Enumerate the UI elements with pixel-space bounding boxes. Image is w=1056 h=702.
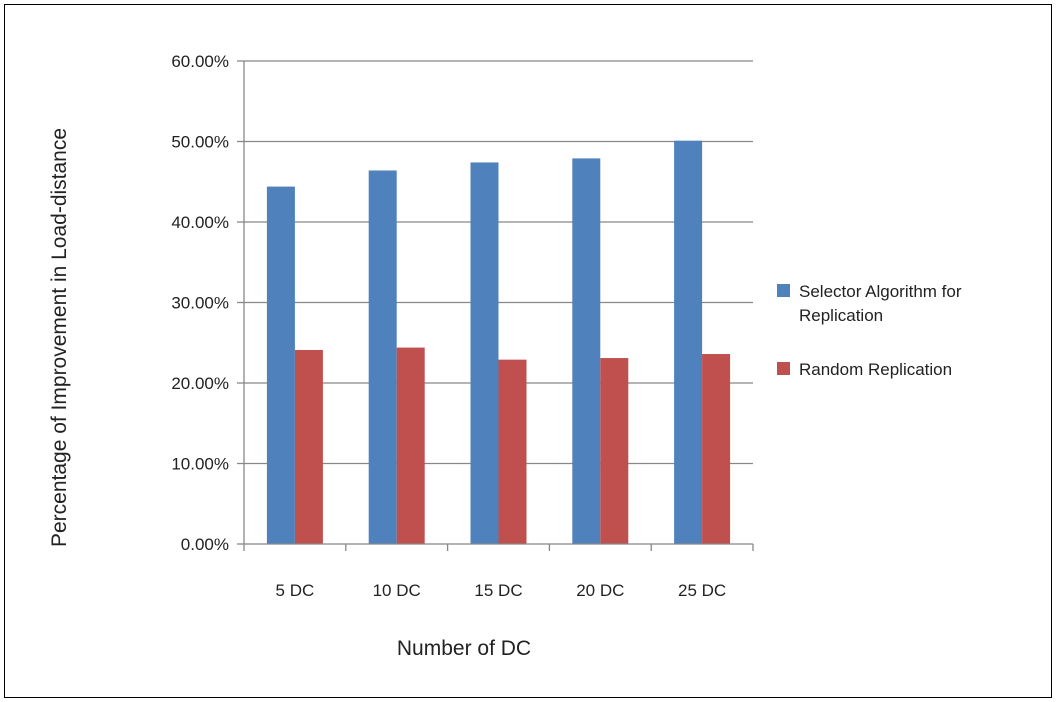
- y-tick-label: 40.00%: [171, 213, 229, 232]
- x-tick-label: 5 DC: [276, 581, 315, 600]
- bars: [266, 140, 731, 545]
- legend: Selector Algorithm for Replication Random …: [777, 282, 962, 379]
- x-tick-label: 20 DC: [576, 581, 624, 600]
- bar-random-1: [294, 349, 323, 544]
- y-tick-label: 60.00%: [171, 52, 229, 71]
- x-axis-title: Number of DC: [397, 637, 531, 660]
- bar-selector-4: [572, 158, 601, 544]
- bar-chart: 0.00% 10.00% 20.00% 30.00% 40.00% 50.00% 60.00…: [48, 52, 962, 660]
- bar-selector-3: [470, 162, 499, 544]
- y-tick-labels: 0.00% 10.00% 20.00% 30.00% 40.00% 50.00% 60.00…: [171, 52, 229, 554]
- legend-swatch: [777, 284, 790, 297]
- chart-frame: 0.00% 10.00% 20.00% 30.00% 40.00% 50.00% 60.00…: [4, 4, 1052, 698]
- legend-label: Replication: [799, 306, 883, 325]
- bar-random-5: [702, 354, 731, 544]
- bar-random-4: [600, 358, 629, 544]
- legend-label: Selector Algorithm for: [799, 282, 962, 301]
- legend-swatch: [777, 362, 790, 375]
- x-tick-labels: 5 DC 10 DC 15 DC 20 DC 25 DC: [276, 581, 727, 600]
- x-tick-label: 10 DC: [373, 581, 421, 600]
- x-tick-label: 25 DC: [678, 581, 726, 600]
- legend-label: Random Replication: [799, 360, 952, 379]
- bar-selector-5: [674, 140, 703, 544]
- y-tick-label: 30.00%: [171, 294, 229, 313]
- y-axis-title: Percentage of Improvement in Load-distan…: [48, 128, 71, 547]
- y-tick-label: 50.00%: [171, 133, 229, 152]
- bar-random-3: [498, 359, 527, 544]
- bar-selector-1: [266, 186, 295, 544]
- axes: [237, 60, 754, 551]
- bar-selector-2: [368, 170, 397, 545]
- y-tick-label: 0.00%: [181, 535, 229, 554]
- y-tick-label: 20.00%: [171, 374, 229, 393]
- bar-random-2: [396, 347, 425, 544]
- y-tick-label: 10.00%: [171, 455, 229, 474]
- x-tick-label: 15 DC: [474, 581, 522, 600]
